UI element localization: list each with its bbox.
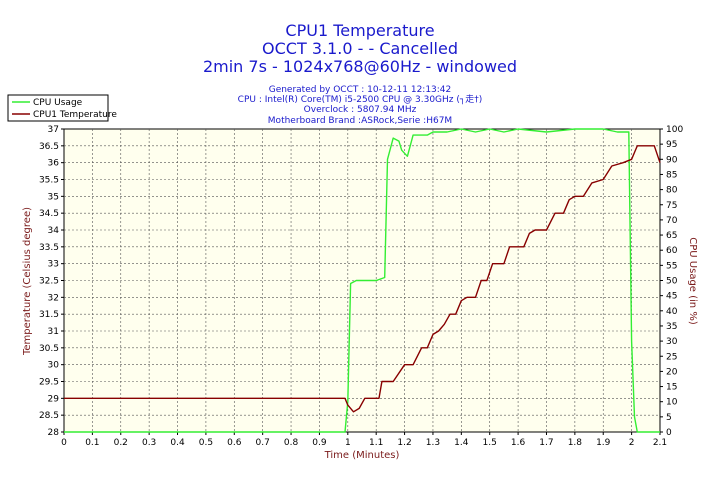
- x-tick-label: 1.1: [369, 438, 383, 448]
- x-tick-label: 0.5: [199, 438, 213, 448]
- y-left-tick-label: 33: [48, 260, 59, 270]
- y-left-tick-label: 36.5: [39, 142, 59, 152]
- y-right-tick-label: 0: [666, 428, 672, 438]
- x-tick-label: 0.3: [142, 438, 156, 448]
- y-left-tick-label: 31.5: [39, 310, 59, 320]
- y-right-tick-label: 70: [666, 216, 678, 226]
- x-tick-label: 1.7: [539, 438, 553, 448]
- y-left-tick-label: 35.5: [39, 176, 59, 186]
- x-axis-title: Time (Minutes): [324, 450, 400, 461]
- y-right-tick-label: 30: [666, 337, 678, 347]
- y-right-tick-label: 85: [666, 170, 677, 180]
- y-right-tick-label: 90: [666, 155, 678, 165]
- info-motherboard: Motherboard Brand :ASRock,Serie :H67M: [268, 116, 452, 126]
- chart-subtitle-test: OCCT 3.1.0 - - Cancelled: [262, 39, 458, 58]
- y-left-tick-label: 34.5: [39, 209, 59, 219]
- x-tick-label: 1.9: [596, 438, 611, 448]
- x-tick-label: 0.8: [284, 438, 299, 448]
- y-right-tick-label: 20: [666, 367, 678, 377]
- x-tick-label: 2: [629, 438, 635, 448]
- x-tick-label: 0.6: [227, 438, 242, 448]
- x-tick-label: 0.1: [85, 438, 99, 448]
- y-right-tick-label: 95: [666, 140, 677, 150]
- y-right-tick-label: 75: [666, 201, 677, 211]
- info-overclock: Overclock : 5807.94 MHz: [304, 105, 417, 115]
- y-right-axis-title: CPU Usage (in %): [687, 237, 698, 325]
- x-tick-label: 1.4: [454, 438, 469, 448]
- x-tick-label: 0.9: [312, 438, 327, 448]
- series-lines: [64, 128, 661, 433]
- y-right-tick-label: 40: [666, 307, 678, 317]
- y-left-tick-label: 29: [48, 394, 60, 404]
- y-right-tick-label: 15: [666, 383, 677, 393]
- y-left-tick-label: 29.5: [39, 378, 59, 388]
- y-left-tick-label: 28.5: [39, 411, 59, 421]
- y-left-tick-label: 34: [48, 226, 60, 236]
- y-left-tick-label: 30: [48, 361, 60, 371]
- x-tick-label: 1.5: [483, 438, 497, 448]
- chart-title: CPU1 Temperature: [285, 21, 434, 40]
- legend: CPU Usage CPU1 Temperature: [7, 94, 117, 122]
- x-tick-label: 0.4: [170, 438, 185, 448]
- legend-box: [7, 94, 109, 122]
- y-right-tick-label: 5: [666, 413, 672, 423]
- legend-label-cpu-usage: CPU Usage: [33, 98, 83, 108]
- y-left-axis-ticks: 28 28.5 29 29.5 30 30.5 31 31.5 32 32.5 33 33.5 34 34…: [39, 125, 64, 438]
- y-left-tick-label: 32.5: [39, 277, 59, 287]
- y-right-tick-label: 35: [666, 322, 677, 332]
- y-right-axis-ticks: 0 5 10 15 20 25 30 35 40 45 50 55 60 65 70 75 80 85 90 95 10…: [660, 125, 683, 438]
- x-tick-label: 0.2: [114, 438, 128, 448]
- x-tick-label: 0.7: [256, 438, 270, 448]
- y-left-axis-title: Temperature (Celsius degree): [22, 207, 33, 356]
- x-tick-label: 1.3: [426, 438, 440, 448]
- grid-lines: [64, 129, 660, 432]
- y-left-tick-label: 36: [48, 159, 60, 169]
- legend-label-cpu-temp: CPU1 Temperature: [33, 110, 117, 120]
- y-right-tick-label: 50: [666, 277, 678, 287]
- x-axis-ticks: 0 0.1 0.2 0.3 0.4 0.5 0.6 0.7 0.8 0.9 1 1.1 1.2 1.3 1.…: [61, 432, 667, 448]
- y-right-tick-label: 100: [666, 125, 683, 135]
- y-right-tick-label: 65: [666, 231, 677, 241]
- info-cpu: CPU : Intel(R) Core(TM) i5-2500 CPU @ 3.…: [238, 94, 483, 105]
- x-tick-label: 0: [61, 438, 67, 448]
- x-tick-label: 1.6: [511, 438, 526, 448]
- x-tick-label: 2.1: [653, 438, 667, 448]
- x-tick-label: 1: [345, 438, 351, 448]
- y-left-tick-label: 32: [48, 293, 59, 303]
- info-generated: Generated by OCCT : 10-12-11 12:13:42: [269, 85, 452, 95]
- chart-subtitle-duration: 2min 7s - 1024x768@60Hz - windowed: [203, 57, 517, 76]
- y-right-tick-label: 10: [666, 398, 678, 408]
- series-line-cpu-temperature: [64, 145, 661, 413]
- y-left-tick-label: 33.5: [39, 243, 59, 253]
- y-right-tick-label: 25: [666, 352, 677, 362]
- x-tick-label: 1.8: [568, 438, 583, 448]
- y-right-tick-label: 60: [666, 246, 678, 256]
- y-left-tick-label: 31: [48, 327, 59, 337]
- y-left-tick-label: 35: [48, 192, 59, 202]
- y-left-tick-label: 28: [48, 428, 60, 438]
- y-right-tick-label: 80: [666, 186, 678, 196]
- y-right-tick-label: 55: [666, 261, 677, 271]
- x-tick-label: 1.2: [397, 438, 411, 448]
- y-right-tick-label: 45: [666, 292, 677, 302]
- series-line-cpu-usage: [64, 128, 660, 433]
- y-left-tick-label: 30.5: [39, 344, 59, 354]
- y-left-tick-label: 37: [48, 125, 59, 135]
